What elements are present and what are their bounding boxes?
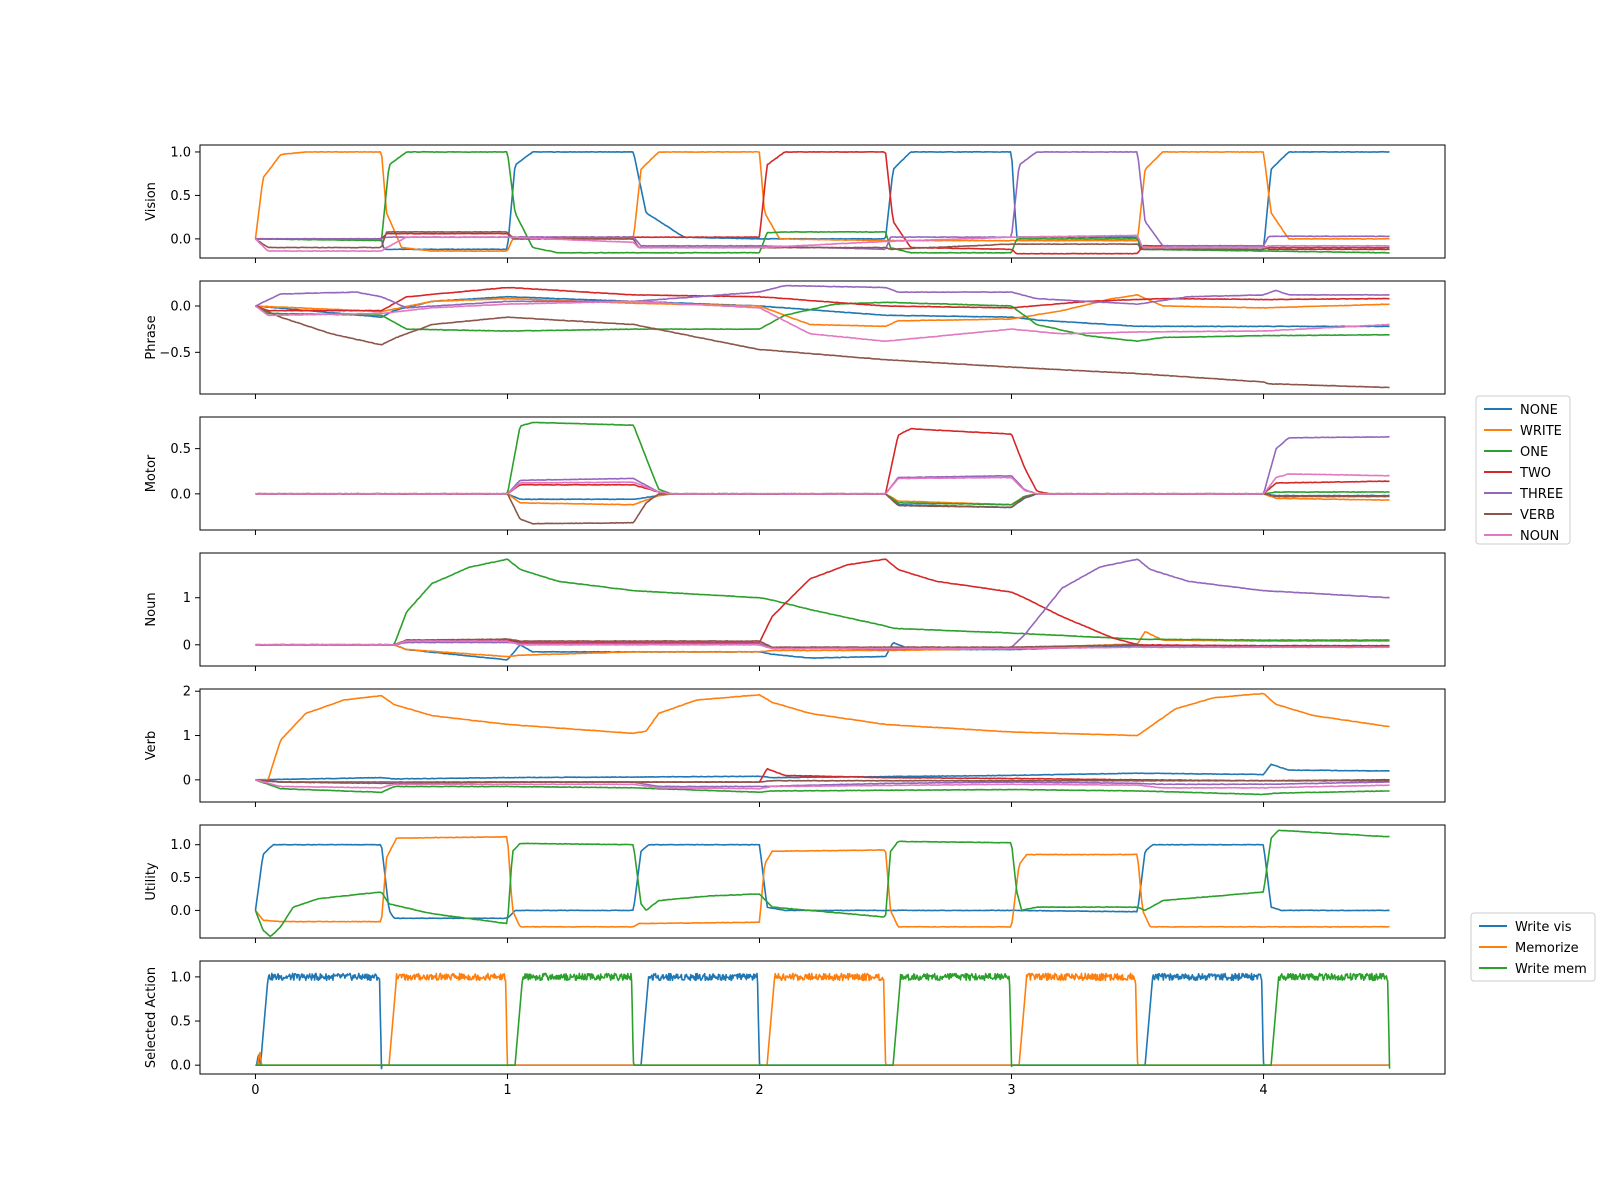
series-line-memorize <box>255 837 1389 927</box>
series-line-write-mem <box>255 830 1389 936</box>
series-line-three <box>255 559 1389 649</box>
y-axis-label: Utility <box>144 862 159 901</box>
series-line-write-mem <box>255 973 1389 1068</box>
y-axis-label: Selected Action <box>144 967 159 1068</box>
y-tick-label: 0.0 <box>170 300 191 315</box>
series-line-three <box>255 152 1389 250</box>
subplot-vision: 0.0 0.5 1.0 Vision <box>144 145 1445 263</box>
series-line-verb <box>255 306 1389 388</box>
y-tick-label: 1.0 <box>170 145 191 160</box>
legend-1: NONE WRITE ONE TWO THREE VERB NOUN <box>1476 396 1570 544</box>
subplot-selected-action: 0.0 0.5 1.0 0 1 2 3 4 Selected Action <box>144 961 1445 1098</box>
axes-frame <box>200 145 1445 258</box>
series-line-memorize <box>255 973 1389 1065</box>
y-tick-label: 0.0 <box>170 487 191 502</box>
x-tick-label: 0 <box>251 1083 259 1098</box>
series-line-one <box>255 559 1389 645</box>
series-line-write <box>255 494 1389 505</box>
legend-entry-label: NONE <box>1520 403 1558 418</box>
legend-entry-label: NOUN <box>1520 529 1559 544</box>
series-group <box>255 559 1389 660</box>
legend-entry-label: WRITE <box>1520 424 1562 439</box>
y-axis-label: Noun <box>144 592 159 626</box>
x-tick-label: 2 <box>755 1083 763 1098</box>
series-group <box>255 285 1389 387</box>
legend-entry-label: VERB <box>1520 508 1555 523</box>
y-tick-label: 0.0 <box>170 1059 191 1074</box>
series-line-none <box>255 152 1389 250</box>
series-group <box>255 152 1389 254</box>
series-line-write-vis <box>255 973 1389 1068</box>
legend-entry-label: TWO <box>1519 466 1551 481</box>
legend-entry-label: Memorize <box>1515 941 1579 956</box>
y-tick-label: 1.0 <box>170 970 191 985</box>
x-tick-label: 4 <box>1259 1083 1267 1098</box>
y-tick-label: 0.5 <box>170 442 191 457</box>
y-tick-label: 1.0 <box>170 838 191 853</box>
y-tick-label: 0 <box>183 638 191 653</box>
series-line-none <box>255 494 1389 508</box>
y-tick-label: 0.0 <box>170 904 191 919</box>
y-tick-label: 0.5 <box>170 189 191 204</box>
y-axis-label: Vision <box>144 182 159 221</box>
series-line-write <box>255 694 1389 781</box>
y-tick-label: 0.5 <box>170 1015 191 1030</box>
series-group <box>255 422 1389 523</box>
subplot-phrase: −0.5 0.0 Phrase <box>144 281 1445 399</box>
y-tick-label: −0.5 <box>159 346 191 361</box>
series-group <box>255 973 1389 1068</box>
y-axis-label: Phrase <box>144 315 159 359</box>
series-group <box>255 694 1389 795</box>
series-line-three <box>255 437 1389 494</box>
legend-entry-label: Write mem <box>1515 962 1587 977</box>
subplot-verb: 0 1 2 Verb <box>144 685 1445 807</box>
series-line-two <box>255 429 1389 494</box>
subplot-motor: 0.0 0.5 Motor <box>144 417 1445 535</box>
y-tick-label: 0.0 <box>170 232 191 247</box>
legend-entry-label: THREE <box>1519 487 1563 502</box>
legend-entry-label: Write vis <box>1515 920 1572 935</box>
y-tick-label: 1 <box>183 729 191 744</box>
series-line-verb <box>255 494 1389 524</box>
y-tick-label: 0 <box>183 773 191 788</box>
legend-2: Write vis Memorize Write mem <box>1471 913 1595 981</box>
series-line-write-vis <box>255 844 1389 918</box>
y-axis-label: Motor <box>144 454 159 492</box>
subplot-noun: 0 1 Noun <box>144 553 1445 671</box>
x-tick-label: 1 <box>503 1083 511 1098</box>
axes-frame <box>200 281 1445 394</box>
axes-frame <box>200 825 1445 938</box>
subplot-utility: 0.0 0.5 1.0 Utility <box>144 825 1445 943</box>
y-axis-label: Verb <box>144 731 159 760</box>
series-line-one <box>255 422 1389 504</box>
series-line-three <box>255 285 1389 307</box>
series-line-none <box>255 764 1389 780</box>
y-tick-label: 1 <box>183 591 191 606</box>
series-line-two <box>255 559 1389 646</box>
series-line-noun <box>255 474 1389 494</box>
x-tick-label: 3 <box>1007 1083 1015 1098</box>
y-tick-label: 0.5 <box>170 871 191 886</box>
series-line-write <box>255 632 1389 657</box>
axes-frame <box>200 417 1445 530</box>
y-tick-label: 2 <box>183 685 191 700</box>
legend-entry-label: ONE <box>1520 445 1548 460</box>
series-group <box>255 830 1389 936</box>
